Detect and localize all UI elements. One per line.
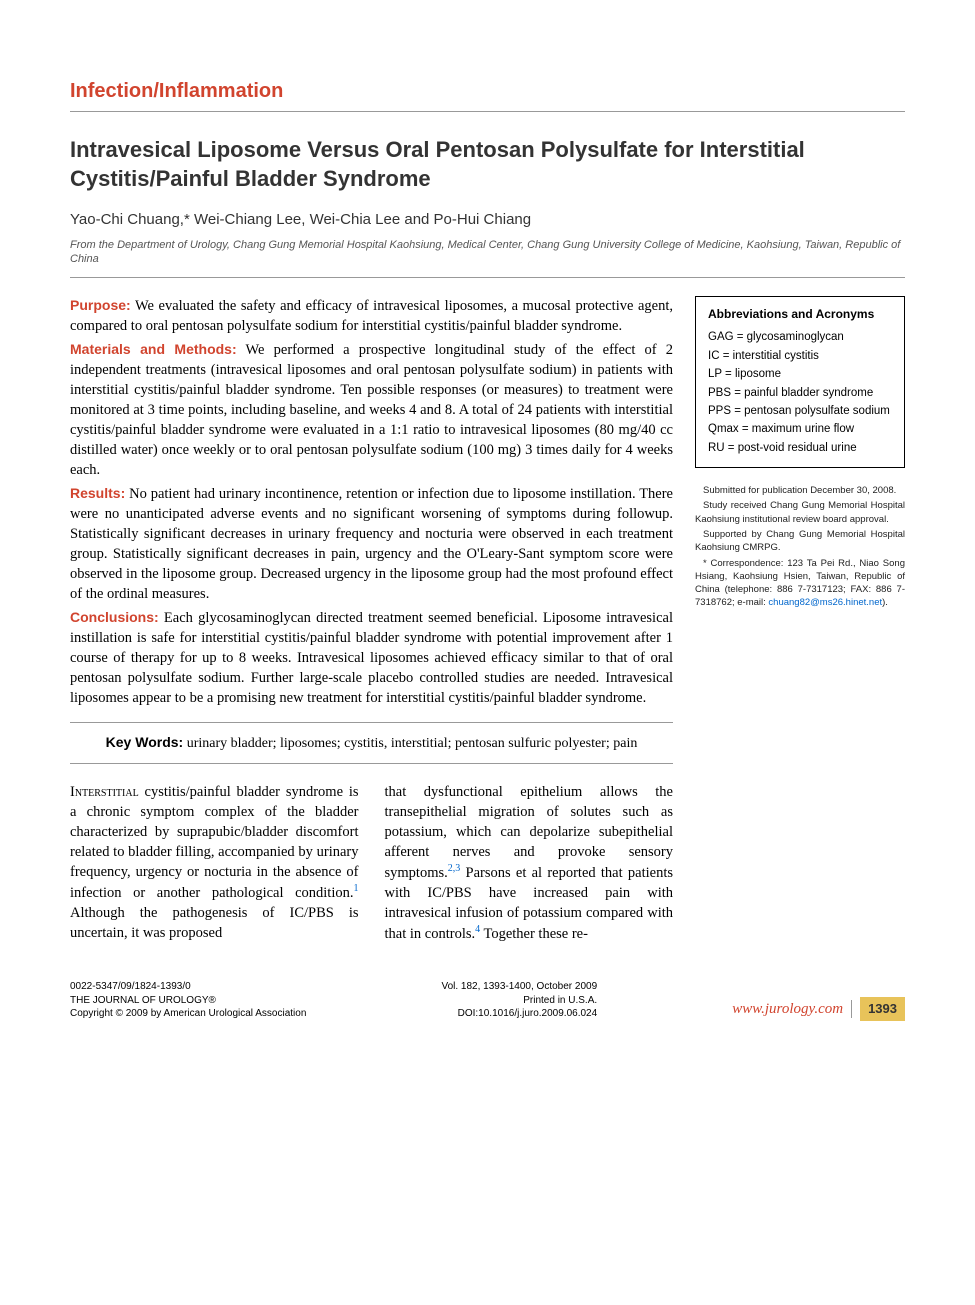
abbrev-item: PBS = painful bladder syndrome	[708, 384, 892, 402]
journal-name: THE JOURNAL OF UROLOGY®	[70, 994, 306, 1008]
keywords-block: Key Words: urinary bladder; liposomes; c…	[70, 722, 673, 765]
citation-ref-1[interactable]: 1	[354, 883, 359, 894]
abbrev-item: RU = post-void residual urine	[708, 439, 892, 457]
abstract-column: Purpose: We evaluated the safety and eff…	[70, 296, 673, 944]
submission-date: Submitted for publication December 30, 2…	[695, 484, 905, 497]
footer-left: 0022-5347/09/1824-1393/0 THE JOURNAL OF …	[70, 980, 306, 1021]
divider	[70, 277, 905, 278]
page-number: 1393	[860, 997, 905, 1021]
abbrev-item: Qmax = maximum urine flow	[708, 420, 892, 438]
abbrev-item: PPS = pentosan polysulfate sodium	[708, 402, 892, 420]
body-col1-text: cystitis/painful bladder syndrome is a c…	[70, 784, 359, 901]
section-header: Infection/Inflammation	[70, 80, 905, 112]
affiliation: From the Department of Urology, Chang Gu…	[70, 238, 905, 267]
abstract-conclusions: Conclusions: Each glycosaminoglycan dire…	[70, 608, 673, 708]
correspondence: * Correspondence: 123 Ta Pei Rd., Niao S…	[695, 557, 905, 610]
methods-label: Materials and Methods:	[70, 341, 237, 357]
submission-info: Submitted for publication December 30, 2…	[695, 484, 905, 610]
authors-line: Yao-Chi Chuang,* Wei-Chiang Lee, Wei-Chi…	[70, 211, 905, 228]
abstract-methods: Materials and Methods: We performed a pr…	[70, 340, 673, 480]
keywords-label: Key Words:	[106, 734, 184, 750]
methods-text: We performed a prospective longitudinal …	[70, 342, 673, 478]
results-label: Results:	[70, 485, 125, 501]
abbrev-item: IC = interstitial cystitis	[708, 347, 892, 365]
abstract-purpose: Purpose: We evaluated the safety and eff…	[70, 296, 673, 336]
conclusions-label: Conclusions:	[70, 609, 159, 625]
citation-ref-23[interactable]: 2,3	[448, 863, 461, 874]
abbrev-item: LP = liposome	[708, 365, 892, 383]
purpose-text: We evaluated the safety and efficacy of …	[70, 298, 673, 334]
issn-code: 0022-5347/09/1824-1393/0	[70, 980, 306, 994]
page-footer: 0022-5347/09/1824-1393/0 THE JOURNAL OF …	[70, 980, 905, 1021]
results-text: No patient had urinary incontinence, ret…	[70, 486, 673, 602]
doi: DOI:10.1016/j.juro.2009.06.024	[441, 1007, 597, 1021]
volume-issue: Vol. 182, 1393-1400, October 2009	[441, 980, 597, 994]
body-lead-word: Interstitial	[70, 784, 139, 800]
article-title: Intravesical Liposome Versus Oral Pentos…	[70, 136, 905, 193]
body-col2-tail: Together these re-	[480, 926, 588, 942]
body-col1-tail: Although the pathogenesis of IC/PBS is u…	[70, 905, 359, 941]
body-column-left: Interstitial cystitis/painful bladder sy…	[70, 782, 359, 944]
abbreviations-title: Abbreviations and Acronyms	[708, 307, 892, 323]
footer-right: www.jurology.com 1393	[732, 997, 905, 1021]
abbreviations-box: Abbreviations and Acronyms GAG = glycosa…	[695, 296, 905, 468]
irb-approval: Study received Chang Gung Memorial Hospi…	[695, 499, 905, 526]
body-text-columns: Interstitial cystitis/painful bladder sy…	[70, 782, 673, 944]
journal-url[interactable]: www.jurology.com	[732, 999, 843, 1019]
divider-bar	[851, 1000, 852, 1018]
body-column-right: that dysfunctional epithelium allows the…	[385, 782, 674, 944]
sidebar-column: Abbreviations and Acronyms GAG = glycosa…	[695, 296, 905, 944]
funding-support: Supported by Chang Gung Memorial Hospita…	[695, 528, 905, 555]
abstract-results: Results: No patient had urinary incontin…	[70, 484, 673, 604]
correspondence-tail: ).	[882, 597, 888, 608]
conclusions-text: Each glycosaminoglycan directed treatmen…	[70, 610, 673, 706]
main-content-row: Purpose: We evaluated the safety and eff…	[70, 296, 905, 944]
keywords-text: urinary bladder; liposomes; cystitis, in…	[183, 736, 637, 751]
purpose-label: Purpose:	[70, 297, 131, 313]
printed-in: Printed in U.S.A.	[441, 994, 597, 1008]
copyright-line: Copyright © 2009 by American Urological …	[70, 1007, 306, 1021]
footer-center: Vol. 182, 1393-1400, October 2009 Printe…	[441, 980, 597, 1021]
email-link[interactable]: chuang82@ms26.hinet.net	[768, 597, 882, 608]
abbrev-item: GAG = glycosaminoglycan	[708, 328, 892, 346]
